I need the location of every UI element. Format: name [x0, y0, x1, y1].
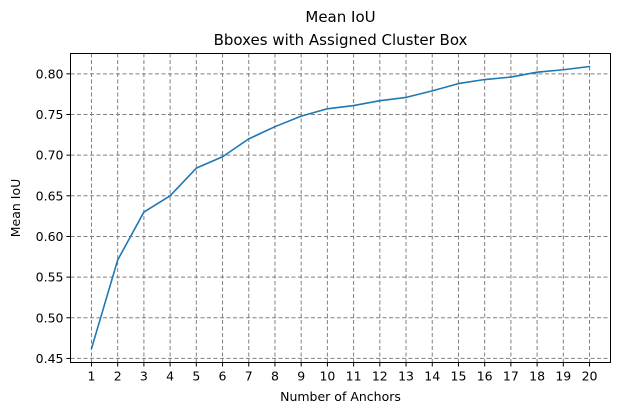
x-tick-label: 8 [271, 369, 279, 384]
x-tick-label: 9 [297, 369, 305, 384]
y-tick-label: 0.70 [36, 148, 64, 163]
x-tick-label: 15 [451, 369, 467, 384]
plot-frame [70, 53, 611, 363]
x-tick-label: 7 [245, 369, 253, 384]
x-tick-label: 16 [477, 369, 493, 384]
y-tick-label: 0.55 [36, 270, 64, 285]
y-tick-label: 0.80 [36, 66, 64, 81]
x-tick-label: 11 [346, 369, 362, 384]
series-layer [90, 65, 591, 350]
grid [70, 53, 611, 363]
x-tick-label: 3 [140, 369, 148, 384]
series-line [90, 65, 591, 350]
x-tick-label: 17 [503, 369, 519, 384]
y-axis: 0.45 0.50 0.55 0.60 0.65 0.70 0.75 0.80 [36, 66, 71, 366]
y-tick-label: 0.45 [36, 351, 64, 366]
x-tick-label: 13 [398, 369, 414, 384]
x-tick-label: 18 [529, 369, 545, 384]
y-tick-label: 0.60 [36, 229, 64, 244]
y-tick-label: 0.50 [36, 310, 64, 325]
y-tick-label: 0.65 [36, 188, 64, 203]
x-tick-label: 20 [582, 369, 598, 384]
x-tick-label: 19 [555, 369, 571, 384]
x-tick-label: 14 [424, 369, 440, 384]
x-tick-label: 1 [87, 369, 95, 384]
x-axis-label: Number of Anchors [280, 389, 401, 404]
x-tick-label: 6 [219, 369, 227, 384]
chart-subtitle: Bboxes with Assigned Cluster Box [214, 31, 468, 49]
x-tick-label: 10 [319, 369, 335, 384]
x-tick-label: 5 [192, 369, 200, 384]
x-tick-label: 12 [372, 369, 388, 384]
y-axis-label: Mean IoU [8, 179, 23, 238]
x-axis: 1 2 3 4 5 6 7 8 9 10 11 12 13 14 15 16 17 18 19 20 [87, 362, 598, 384]
chart-title: Mean IoU [305, 8, 375, 26]
x-tick-label: 2 [114, 369, 122, 384]
y-tick-label: 0.75 [36, 107, 64, 122]
x-tick-label: 4 [166, 369, 174, 384]
